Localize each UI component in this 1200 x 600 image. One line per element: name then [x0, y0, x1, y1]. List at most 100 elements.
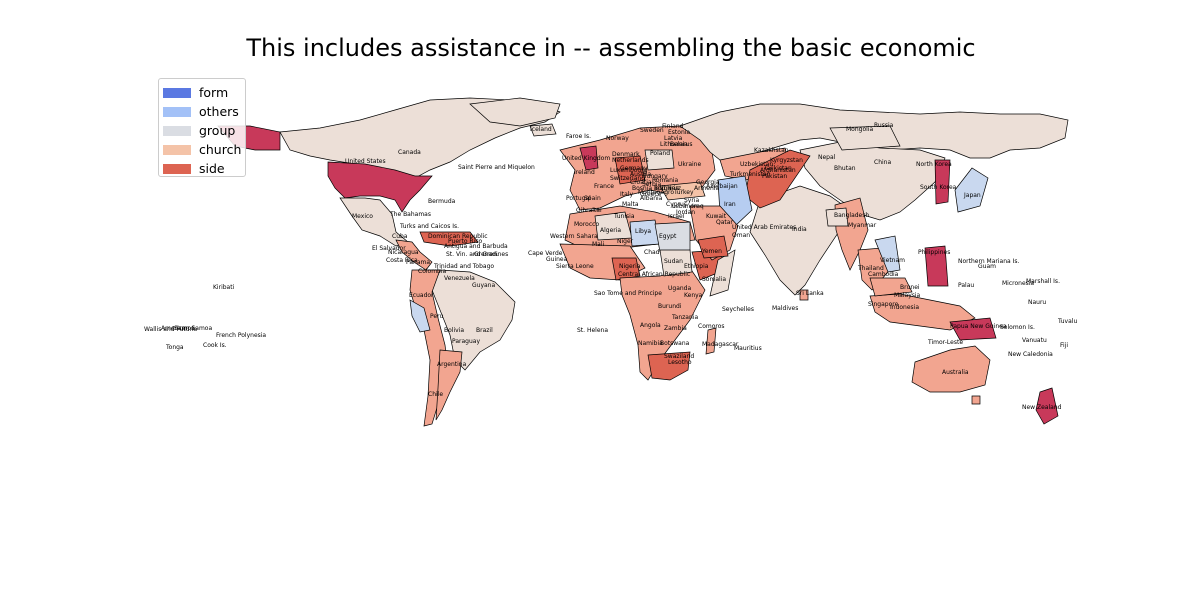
- country-label: France: [594, 183, 614, 190]
- country-label: Botswana: [660, 340, 690, 347]
- country-label: Latvia: [664, 135, 683, 142]
- country-label: Indonesia: [890, 304, 919, 311]
- country-label: Panama: [406, 259, 430, 266]
- country-label: Oman: [732, 232, 750, 239]
- country-label: Gibraltar: [576, 207, 603, 214]
- country-label: Kyrgyzstan: [770, 157, 803, 164]
- country-label: Romania: [652, 177, 679, 184]
- country-label: Singapore: [868, 301, 899, 308]
- country-label: French Polynesia: [216, 332, 266, 339]
- country-label: Tuvalu: [1057, 318, 1077, 325]
- country-labels: United States Canada Mexico Bermuda The Baha…: [144, 122, 1077, 411]
- region-central-america: [395, 239, 433, 271]
- country-label: Bulgaria: [654, 185, 679, 192]
- country-label: Uzbekistan: [740, 161, 773, 168]
- country-label: Chad: [644, 249, 660, 256]
- country-label: Western Sahara: [550, 233, 598, 240]
- country-australia: [911, 345, 991, 393]
- legend-swatch-side: [163, 163, 191, 174]
- country-label: Denmark: [612, 151, 640, 158]
- country-malaysia: [869, 277, 913, 297]
- country-label: Palau: [958, 282, 974, 289]
- country-label: Sierra Leone: [556, 263, 594, 270]
- country-label: Faroe Is.: [566, 133, 591, 140]
- country-label: Italy: [620, 191, 633, 198]
- legend-item: form: [163, 83, 245, 102]
- country-label: Chile: [428, 391, 443, 398]
- country-label: The Bahamas: [389, 211, 431, 218]
- country-label: Solomon Is.: [1000, 324, 1035, 331]
- country-label: Sri Lanka: [796, 290, 824, 297]
- country-label: Costa Rica: [386, 257, 418, 264]
- country-label: Maldives: [772, 305, 798, 312]
- country-label: Yemen: [701, 248, 722, 255]
- country-label: Sweden: [640, 127, 664, 134]
- country-label: Wallis and Futuna: [144, 326, 197, 333]
- map-title: This includes assistance in -- assemblin…: [246, 34, 976, 62]
- country-label: Algeria: [600, 227, 621, 234]
- country-label: Samoa: [174, 325, 195, 332]
- country-label: Cyprus: [666, 201, 687, 208]
- country-label: Paraguay: [452, 338, 480, 345]
- legend-label: others: [199, 104, 239, 119]
- country-label: Kuwait: [706, 213, 727, 220]
- country-label: Grenadines: [474, 251, 508, 258]
- country-label: Morocco: [574, 221, 599, 228]
- country-label: Niger: [617, 238, 634, 245]
- country-label: Antigua and Barbuda: [444, 243, 508, 250]
- country-label: Angola: [640, 322, 661, 329]
- country-label: Mexico: [352, 213, 373, 220]
- country-label: Mauritius: [734, 345, 762, 352]
- legend-label: form: [199, 85, 229, 100]
- country-label: Philippines: [918, 249, 950, 256]
- country-label: Marshall Is.: [1026, 278, 1060, 285]
- country-label: Greece: [640, 191, 662, 198]
- country-label: El Salvador: [372, 245, 406, 252]
- country-label: Belarus: [670, 141, 693, 148]
- country-label: Syria: [684, 197, 699, 204]
- country-label: Uganda: [668, 285, 691, 292]
- country-label: American Samoa: [161, 325, 212, 332]
- country-label: Afghanistan: [760, 167, 796, 174]
- country-india: [749, 185, 851, 296]
- country-label: Portugal: [566, 195, 591, 202]
- country-label: United Kingdom: [562, 155, 610, 162]
- country-label: New Zealand: [1022, 404, 1062, 411]
- country-label: North Korea: [916, 161, 952, 168]
- country-sri-lanka: [799, 289, 809, 301]
- country-label: Nepal: [818, 154, 836, 161]
- legend-item: church: [163, 140, 245, 159]
- country-label: Ecuador: [409, 292, 434, 299]
- legend-item: group: [163, 121, 245, 140]
- country-united-states: [327, 161, 433, 213]
- country-label: Israel: [668, 213, 685, 220]
- country-label: Lesotho: [668, 359, 692, 366]
- country-label: Libya: [635, 228, 651, 235]
- country-label: Canada: [398, 149, 421, 156]
- country-label: Seychelles: [722, 306, 754, 313]
- country-bangladesh: [825, 207, 849, 227]
- country-label: Bhutan: [834, 165, 856, 172]
- country-label: Zambia: [664, 325, 687, 332]
- country-label: Armenia: [694, 185, 719, 192]
- country-label: Iran: [724, 201, 736, 208]
- country-label: Bangladesh: [834, 212, 869, 219]
- country-madagascar: [705, 327, 717, 355]
- country-label: Tanzania: [671, 314, 698, 321]
- country-label: Burundi: [658, 303, 682, 310]
- country-label: St. Vin. and Gren.: [446, 251, 499, 258]
- country-poland: [644, 149, 675, 171]
- legend-item: others: [163, 102, 245, 121]
- country-label: Bolivia: [444, 327, 464, 334]
- country-label: Albania: [640, 195, 663, 202]
- country-label: China: [874, 159, 891, 166]
- legend-label: group: [199, 123, 236, 138]
- country-label: Poland: [650, 150, 670, 157]
- country-label: Cape Verde: [528, 250, 563, 257]
- country-label: Nigeria: [619, 263, 641, 270]
- country-south-africa: [647, 351, 691, 381]
- country-label: Spain: [584, 195, 601, 202]
- country-label: Croatia: [630, 179, 652, 186]
- country-label: Nauru: [1028, 299, 1046, 306]
